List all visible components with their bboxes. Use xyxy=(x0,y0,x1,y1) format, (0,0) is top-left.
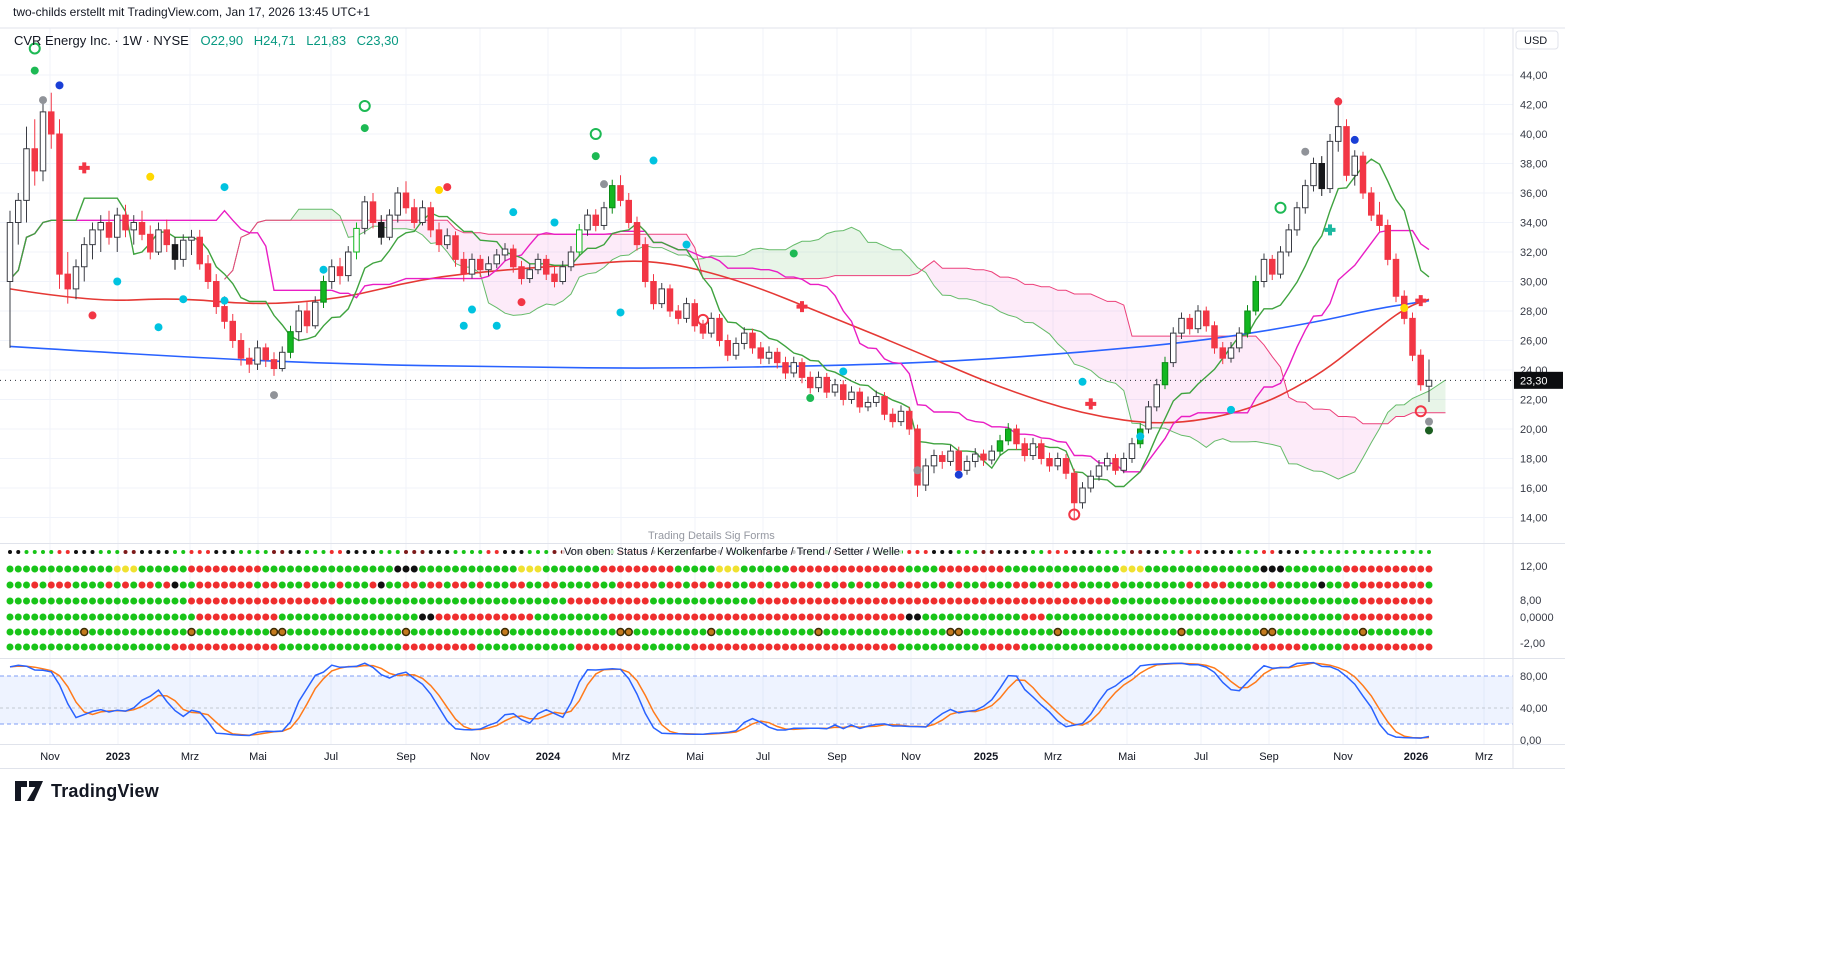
svg-text:18,00: 18,00 xyxy=(1520,454,1548,466)
svg-text:44,00: 44,00 xyxy=(1520,70,1548,82)
svg-text:Sep: Sep xyxy=(827,751,847,763)
svg-text:40,00: 40,00 xyxy=(1520,129,1548,141)
chart-caption: two-childs erstellt mit TradingView.com,… xyxy=(13,5,370,19)
brand-name: TradingView xyxy=(51,780,159,801)
svg-text:Mai: Mai xyxy=(1118,751,1136,763)
svg-text:12,00: 12,00 xyxy=(1520,561,1548,573)
svg-text:20,00: 20,00 xyxy=(1520,424,1548,436)
symbol-title[interactable]: CVR Energy Inc. · 1W · NYSE xyxy=(14,33,189,48)
svg-text:42,00: 42,00 xyxy=(1520,100,1548,112)
svg-text:Jul: Jul xyxy=(756,751,770,763)
svg-text:38,00: 38,00 xyxy=(1520,159,1548,171)
tradingview-logo-icon xyxy=(15,781,43,801)
close-value: C23,30 xyxy=(356,33,399,48)
svg-text:Sep: Sep xyxy=(396,751,416,763)
svg-text:36,00: 36,00 xyxy=(1520,188,1548,200)
svg-text:26,00: 26,00 xyxy=(1520,336,1548,348)
high-value: H24,71 xyxy=(253,33,296,48)
svg-text:28,00: 28,00 xyxy=(1520,306,1548,318)
svg-text:2025: 2025 xyxy=(974,751,998,763)
svg-text:Nov: Nov xyxy=(470,751,490,763)
svg-text:Nov: Nov xyxy=(1333,751,1353,763)
tradingview-logo[interactable]: TradingView xyxy=(14,780,159,802)
svg-text:34,00: 34,00 xyxy=(1520,218,1548,230)
svg-text:Nov: Nov xyxy=(901,751,921,763)
svg-text:40,00: 40,00 xyxy=(1520,703,1548,715)
svg-text:2026: 2026 xyxy=(1404,751,1428,763)
svg-text:Mrz: Mrz xyxy=(612,751,630,763)
svg-text:22,00: 22,00 xyxy=(1520,395,1548,407)
svg-text:Jul: Jul xyxy=(324,751,338,763)
svg-text:Jul: Jul xyxy=(1194,751,1208,763)
svg-text:30,00: 30,00 xyxy=(1520,277,1548,289)
low-value: L21,83 xyxy=(306,33,347,48)
svg-text:8,00: 8,00 xyxy=(1520,595,1541,607)
svg-text:2023: 2023 xyxy=(106,751,130,763)
svg-text:Mrz: Mrz xyxy=(181,751,199,763)
svg-text:23,30: 23,30 xyxy=(1520,375,1548,387)
svg-text:USD: USD xyxy=(1524,35,1547,47)
chart-canvas[interactable]: 44,00 42,00 40,00 38,00 36,00 34,00 32,00 30,00… xyxy=(0,0,1565,772)
svg-text:Mai: Mai xyxy=(249,751,267,763)
svg-text:Mrz: Mrz xyxy=(1044,751,1062,763)
svg-text:32,00: 32,00 xyxy=(1520,247,1548,259)
svg-text:2024: 2024 xyxy=(536,751,561,763)
indicator-title: Trading Details Sig Forms xyxy=(648,530,775,542)
svg-text:Sep: Sep xyxy=(1259,751,1279,763)
svg-text:80,00: 80,00 xyxy=(1520,671,1548,683)
svg-text:Mai: Mai xyxy=(686,751,704,763)
svg-text:-2,00: -2,00 xyxy=(1520,638,1545,650)
indicator-rows-caption: Von oben: Status / Kerzenfarbe / Wolkenf… xyxy=(562,546,902,558)
open-value: O22,90 xyxy=(200,33,244,48)
svg-text:14,00: 14,00 xyxy=(1520,513,1548,525)
svg-text:Mrz: Mrz xyxy=(1475,751,1493,763)
svg-text:0,00: 0,00 xyxy=(1520,735,1541,747)
svg-text:16,00: 16,00 xyxy=(1520,483,1548,495)
symbol-legend[interactable]: CVR Energy Inc. · 1W · NYSE O22,90 H24,7… xyxy=(14,33,406,48)
svg-text:Nov: Nov xyxy=(40,751,60,763)
svg-text:0,0000: 0,0000 xyxy=(1520,612,1554,624)
